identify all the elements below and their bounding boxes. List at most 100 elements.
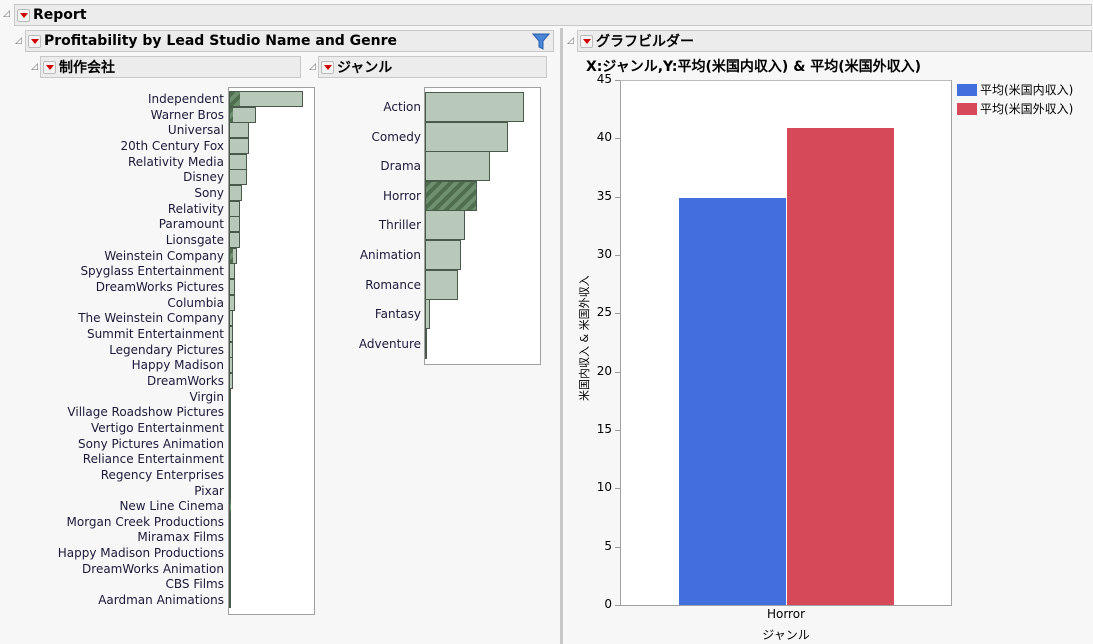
disclosure-icon[interactable]: ◿: [309, 62, 316, 72]
studio-bar[interactable]: [229, 513, 231, 530]
studio-label[interactable]: Happy Madison: [131, 358, 224, 373]
studio-bar[interactable]: [229, 310, 233, 327]
studio-bar[interactable]: [229, 560, 231, 577]
studio-label[interactable]: Spyglass Entertainment: [80, 264, 224, 279]
studio-bar[interactable]: [229, 341, 233, 358]
studio-label[interactable]: Happy Madison Productions: [57, 546, 224, 561]
genre-label[interactable]: Animation: [359, 248, 421, 262]
studio-bar[interactable]: [229, 122, 249, 139]
studio-bar[interactable]: [229, 545, 231, 562]
legend-item[interactable]: 平均(米国外収入): [957, 100, 1073, 117]
disclosure-icon[interactable]: ◿: [31, 62, 38, 72]
bar-domestic[interactable]: [679, 197, 786, 605]
red-triangle-menu-icon[interactable]: [28, 34, 41, 48]
studio-bar[interactable]: [229, 184, 242, 201]
studio-label[interactable]: DreamWorks Pictures: [95, 279, 224, 294]
studio-label[interactable]: The Weinstein Company: [78, 311, 224, 326]
genre-label[interactable]: Thriller: [378, 218, 421, 233]
funnel-icon[interactable]: [532, 33, 550, 50]
studio-label[interactable]: 20th Century Fox: [120, 138, 224, 153]
studio-bar[interactable]: [229, 466, 231, 483]
studio-bar[interactable]: [229, 404, 231, 421]
studio-bar[interactable]: [229, 372, 233, 389]
disclosure-icon[interactable]: ◿: [15, 36, 22, 46]
studio-bar[interactable]: [229, 294, 235, 311]
studio-label[interactable]: Regency Enterprises: [100, 467, 224, 482]
genre-label[interactable]: Fantasy: [374, 307, 421, 322]
studio-bar[interactable]: [229, 106, 256, 123]
studio-bar[interactable]: [229, 153, 247, 170]
studio-label[interactable]: New Line Cinema: [119, 499, 224, 514]
genre-bar[interactable]: [425, 210, 465, 241]
panel-splitter[interactable]: [560, 28, 563, 644]
studio-bar[interactable]: [229, 388, 231, 405]
studio-label[interactable]: Sony: [194, 185, 224, 200]
studio-label[interactable]: Disney: [183, 170, 224, 185]
genre-bar[interactable]: [425, 121, 508, 152]
studio-bar[interactable]: [229, 247, 237, 264]
studio-bar[interactable]: [229, 451, 231, 468]
studio-label[interactable]: Legendary Pictures: [109, 342, 224, 357]
studio-label[interactable]: Miramax Films: [137, 530, 224, 545]
studio-bar[interactable]: [229, 137, 249, 154]
studio-label[interactable]: Aardman Animations: [98, 593, 224, 608]
genre-bar[interactable]: [425, 299, 430, 330]
studio-bar[interactable]: [229, 91, 303, 107]
legend-item[interactable]: 平均(米国内収入): [957, 81, 1073, 98]
genre-bar[interactable]: [425, 92, 524, 122]
red-triangle-menu-icon[interactable]: [580, 34, 593, 48]
studio-bar[interactable]: [229, 498, 231, 515]
studio-label[interactable]: Morgan Creek Productions: [66, 514, 224, 529]
bar-foreign[interactable]: [787, 127, 894, 605]
studio-bar[interactable]: [229, 529, 231, 546]
genre-label[interactable]: Romance: [365, 277, 421, 292]
studio-bar[interactable]: [229, 419, 231, 436]
genre-label[interactable]: Comedy: [371, 129, 421, 144]
genre-label[interactable]: Horror: [382, 188, 421, 203]
studio-bar[interactable]: [229, 435, 231, 452]
studio-label[interactable]: Weinstein Company: [104, 248, 224, 263]
studio-bar[interactable]: [229, 278, 235, 295]
studio-label[interactable]: DreamWorks: [147, 373, 224, 388]
studio-label[interactable]: Sony Pictures Animation: [78, 436, 224, 451]
studio-label[interactable]: Pixar: [194, 483, 224, 498]
studio-label[interactable]: Universal: [167, 123, 224, 138]
studio-label[interactable]: DreamWorks Animation: [82, 561, 224, 576]
studio-bar[interactable]: [229, 200, 240, 217]
studio-label[interactable]: Summit Entertainment: [86, 326, 224, 341]
genre-label[interactable]: Adventure: [358, 336, 421, 351]
studio-bar[interactable]: [229, 482, 231, 499]
studio-bar[interactable]: [229, 325, 233, 342]
red-triangle-menu-icon[interactable]: [321, 60, 334, 74]
studio-label[interactable]: Paramount: [158, 217, 224, 232]
studio-label[interactable]: Vertigo Entertainment: [91, 420, 224, 435]
studio-label[interactable]: CBS Films: [165, 577, 224, 592]
studio-label[interactable]: Warner Bros: [150, 107, 224, 122]
genre-label[interactable]: Drama: [380, 159, 421, 174]
studio-bar[interactable]: [229, 357, 233, 374]
genre-bar[interactable]: [425, 269, 458, 300]
studio-label[interactable]: Independent: [147, 92, 224, 106]
studio-bar[interactable]: [229, 216, 240, 233]
genre-bar[interactable]: [425, 328, 427, 359]
studio-label[interactable]: Columbia: [167, 295, 224, 310]
red-triangle-menu-icon[interactable]: [43, 60, 56, 74]
studio-bar[interactable]: [229, 169, 247, 186]
studio-bar[interactable]: [229, 576, 231, 593]
studio-label[interactable]: Relativity Media: [127, 154, 224, 169]
studio-bar[interactable]: [229, 592, 231, 609]
studio-bar[interactable]: [229, 263, 235, 280]
studio-label[interactable]: Village Roadshow Pictures: [67, 405, 224, 420]
studio-bar[interactable]: [229, 231, 240, 248]
studio-label[interactable]: Relativity: [167, 201, 224, 216]
genre-bar[interactable]: [425, 180, 477, 211]
genre-bar[interactable]: [425, 151, 490, 182]
studio-label[interactable]: Reliance Entertainment: [82, 452, 224, 467]
genre-label[interactable]: Action: [383, 100, 421, 114]
studio-label[interactable]: Virgin: [189, 389, 224, 404]
disclosure-icon[interactable]: ◿: [3, 9, 10, 19]
red-triangle-menu-icon[interactable]: [17, 8, 30, 22]
disclosure-icon[interactable]: ◿: [567, 36, 574, 46]
studio-label[interactable]: Lionsgate: [165, 232, 224, 247]
genre-bar[interactable]: [425, 240, 461, 270]
